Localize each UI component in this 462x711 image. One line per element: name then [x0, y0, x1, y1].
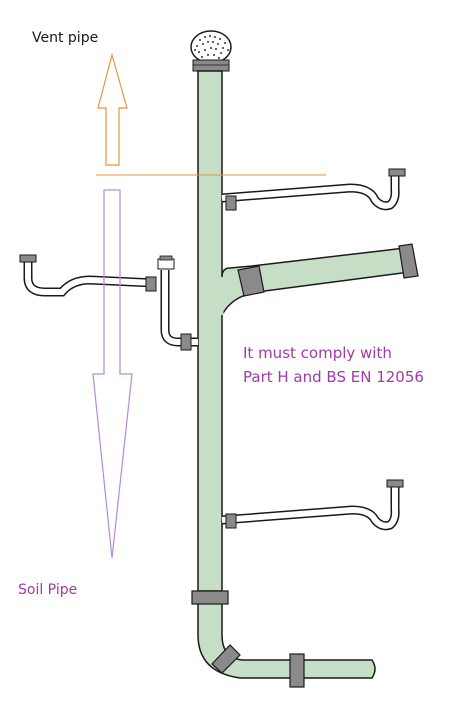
vent-pipe-label: Vent pipe [32, 30, 98, 46]
anti-siphon-branch [157, 255, 198, 351]
compliance-note-line2: Part H and BS EN 12056 [243, 368, 424, 386]
vent-cowl-icon [190, 30, 232, 72]
main-stack-pipe [197, 70, 223, 592]
compliance-note-line1: It must comply with [243, 344, 392, 362]
wc-branch-pipe [220, 243, 419, 316]
drain-bend-pipe [191, 590, 376, 688]
lower-right-waste-pipe [221, 479, 404, 531]
vent-arrow-icon [97, 52, 128, 166]
upper-right-waste-pipe [221, 168, 406, 211]
left-waste-pipe [19, 254, 157, 297]
soil-arrow-icon [92, 189, 133, 559]
soil-pipe-label: Soil Pipe [18, 582, 77, 598]
